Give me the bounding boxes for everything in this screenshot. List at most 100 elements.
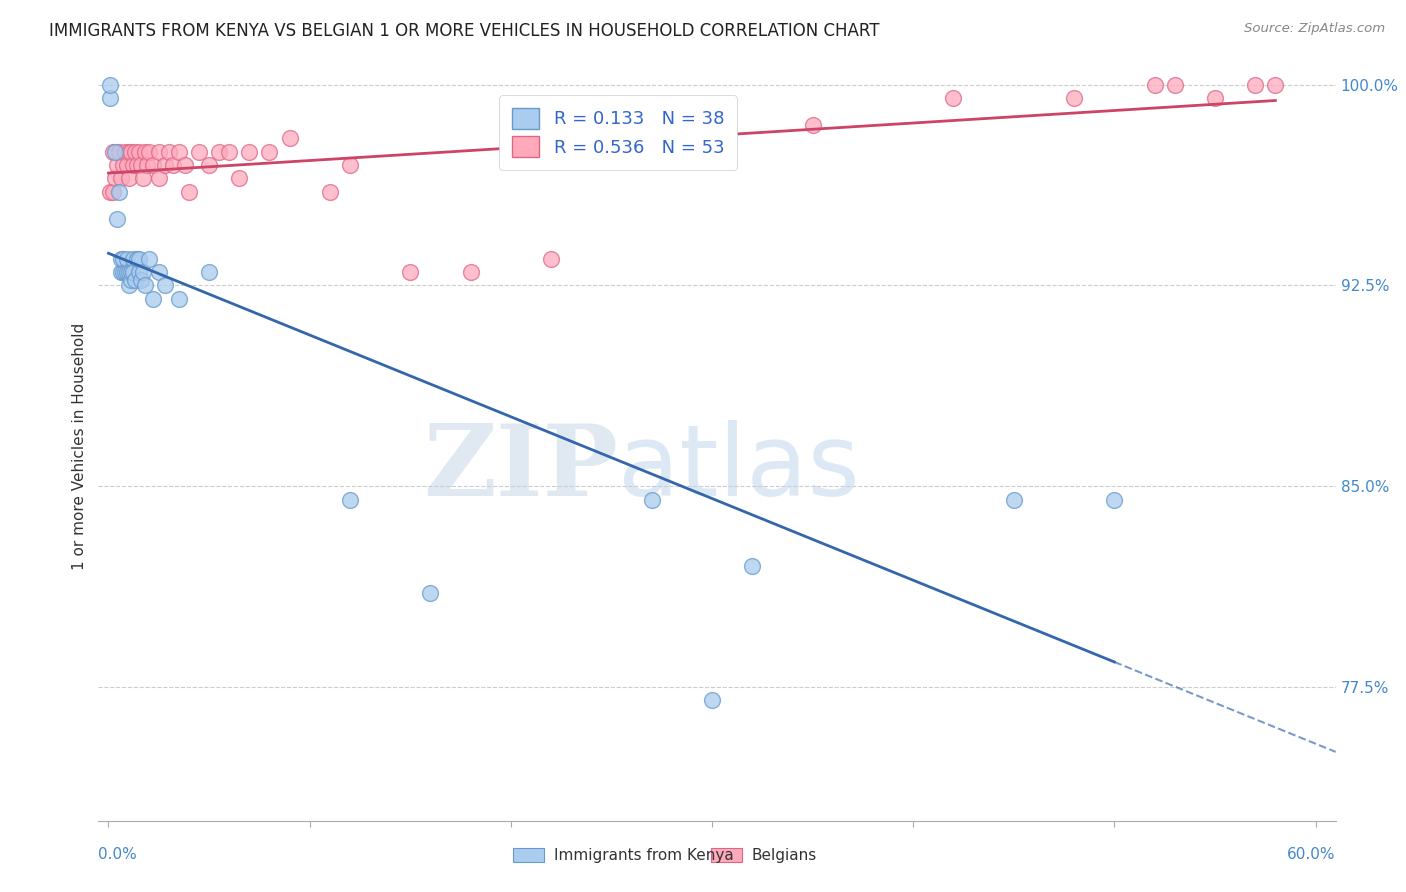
Point	[114, 265, 136, 279]
FancyBboxPatch shape	[513, 848, 544, 862]
Point	[1002, 492, 1025, 507]
Point	[135, 158, 157, 172]
Point	[131, 171, 153, 186]
Point	[208, 145, 231, 159]
Point	[319, 185, 342, 199]
Text: ZIP: ZIP	[423, 420, 619, 517]
Point	[167, 145, 190, 159]
Point	[238, 145, 260, 159]
Point	[218, 145, 240, 159]
Point	[120, 265, 142, 279]
Point	[117, 265, 139, 279]
Point	[1143, 78, 1166, 92]
Text: Belgians: Belgians	[752, 847, 817, 863]
Point	[125, 158, 148, 172]
Point	[148, 265, 170, 279]
Point	[105, 211, 128, 226]
Text: 0.0%: 0.0%	[98, 847, 138, 862]
Point	[117, 278, 139, 293]
Point	[142, 292, 165, 306]
Point	[121, 265, 143, 279]
Point	[128, 252, 150, 266]
Point	[174, 158, 197, 172]
Text: 60.0%: 60.0%	[1288, 847, 1336, 862]
Text: atlas: atlas	[619, 420, 859, 517]
Point	[120, 145, 142, 159]
Point	[153, 158, 176, 172]
Point	[110, 171, 132, 186]
Point	[278, 131, 301, 145]
Point	[121, 252, 143, 266]
Legend: R = 0.133   N = 38, R = 0.536   N = 53: R = 0.133 N = 38, R = 0.536 N = 53	[499, 95, 737, 169]
Point	[129, 273, 152, 287]
Point	[153, 278, 176, 293]
Point	[107, 185, 129, 199]
Point	[1063, 91, 1085, 105]
Point	[107, 145, 129, 159]
Point	[228, 171, 250, 186]
Point	[134, 145, 156, 159]
Point	[399, 265, 422, 279]
Point	[129, 158, 152, 172]
Point	[801, 118, 824, 132]
Point	[148, 171, 170, 186]
Point	[128, 145, 150, 159]
Point	[101, 145, 124, 159]
Point	[103, 171, 125, 186]
Point	[339, 492, 361, 507]
Point	[188, 145, 211, 159]
Point	[105, 158, 128, 172]
Point	[100, 91, 122, 105]
Text: IMMIGRANTS FROM KENYA VS BELGIAN 1 OR MORE VEHICLES IN HOUSEHOLD CORRELATION CHA: IMMIGRANTS FROM KENYA VS BELGIAN 1 OR MO…	[49, 22, 880, 40]
Point	[115, 252, 138, 266]
Point	[419, 586, 441, 600]
Point	[124, 145, 146, 159]
Point	[111, 265, 134, 279]
Point	[120, 273, 142, 287]
Point	[115, 265, 138, 279]
Point	[110, 265, 132, 279]
Point	[198, 265, 221, 279]
Point	[131, 265, 153, 279]
Point	[339, 158, 361, 172]
Point	[167, 292, 190, 306]
Text: Immigrants from Kenya: Immigrants from Kenya	[554, 847, 734, 863]
Point	[1264, 78, 1286, 92]
Point	[101, 185, 124, 199]
Point	[125, 252, 148, 266]
FancyBboxPatch shape	[711, 848, 742, 862]
Point	[148, 145, 170, 159]
Point	[103, 145, 125, 159]
Point	[198, 158, 221, 172]
Point	[128, 265, 150, 279]
Point	[117, 145, 139, 159]
Point	[259, 145, 281, 159]
Y-axis label: 1 or more Vehicles in Household: 1 or more Vehicles in Household	[72, 322, 87, 570]
Point	[177, 185, 200, 199]
Point	[1204, 91, 1226, 105]
Point	[1164, 78, 1187, 92]
Point	[138, 145, 160, 159]
Point	[100, 78, 122, 92]
Point	[460, 265, 482, 279]
Point	[1104, 492, 1126, 507]
Point	[100, 185, 122, 199]
Point	[111, 158, 134, 172]
Point	[741, 559, 763, 574]
Point	[157, 145, 180, 159]
Point	[111, 252, 134, 266]
Point	[117, 171, 139, 186]
Point	[124, 273, 146, 287]
Point	[1244, 78, 1267, 92]
Point	[110, 252, 132, 266]
Point	[134, 278, 156, 293]
Point	[942, 91, 965, 105]
Point	[142, 158, 165, 172]
Point	[540, 252, 562, 266]
Point	[115, 158, 138, 172]
Text: Source: ZipAtlas.com: Source: ZipAtlas.com	[1244, 22, 1385, 36]
Point	[162, 158, 184, 172]
Point	[121, 158, 143, 172]
Point	[114, 145, 136, 159]
Point	[138, 252, 160, 266]
